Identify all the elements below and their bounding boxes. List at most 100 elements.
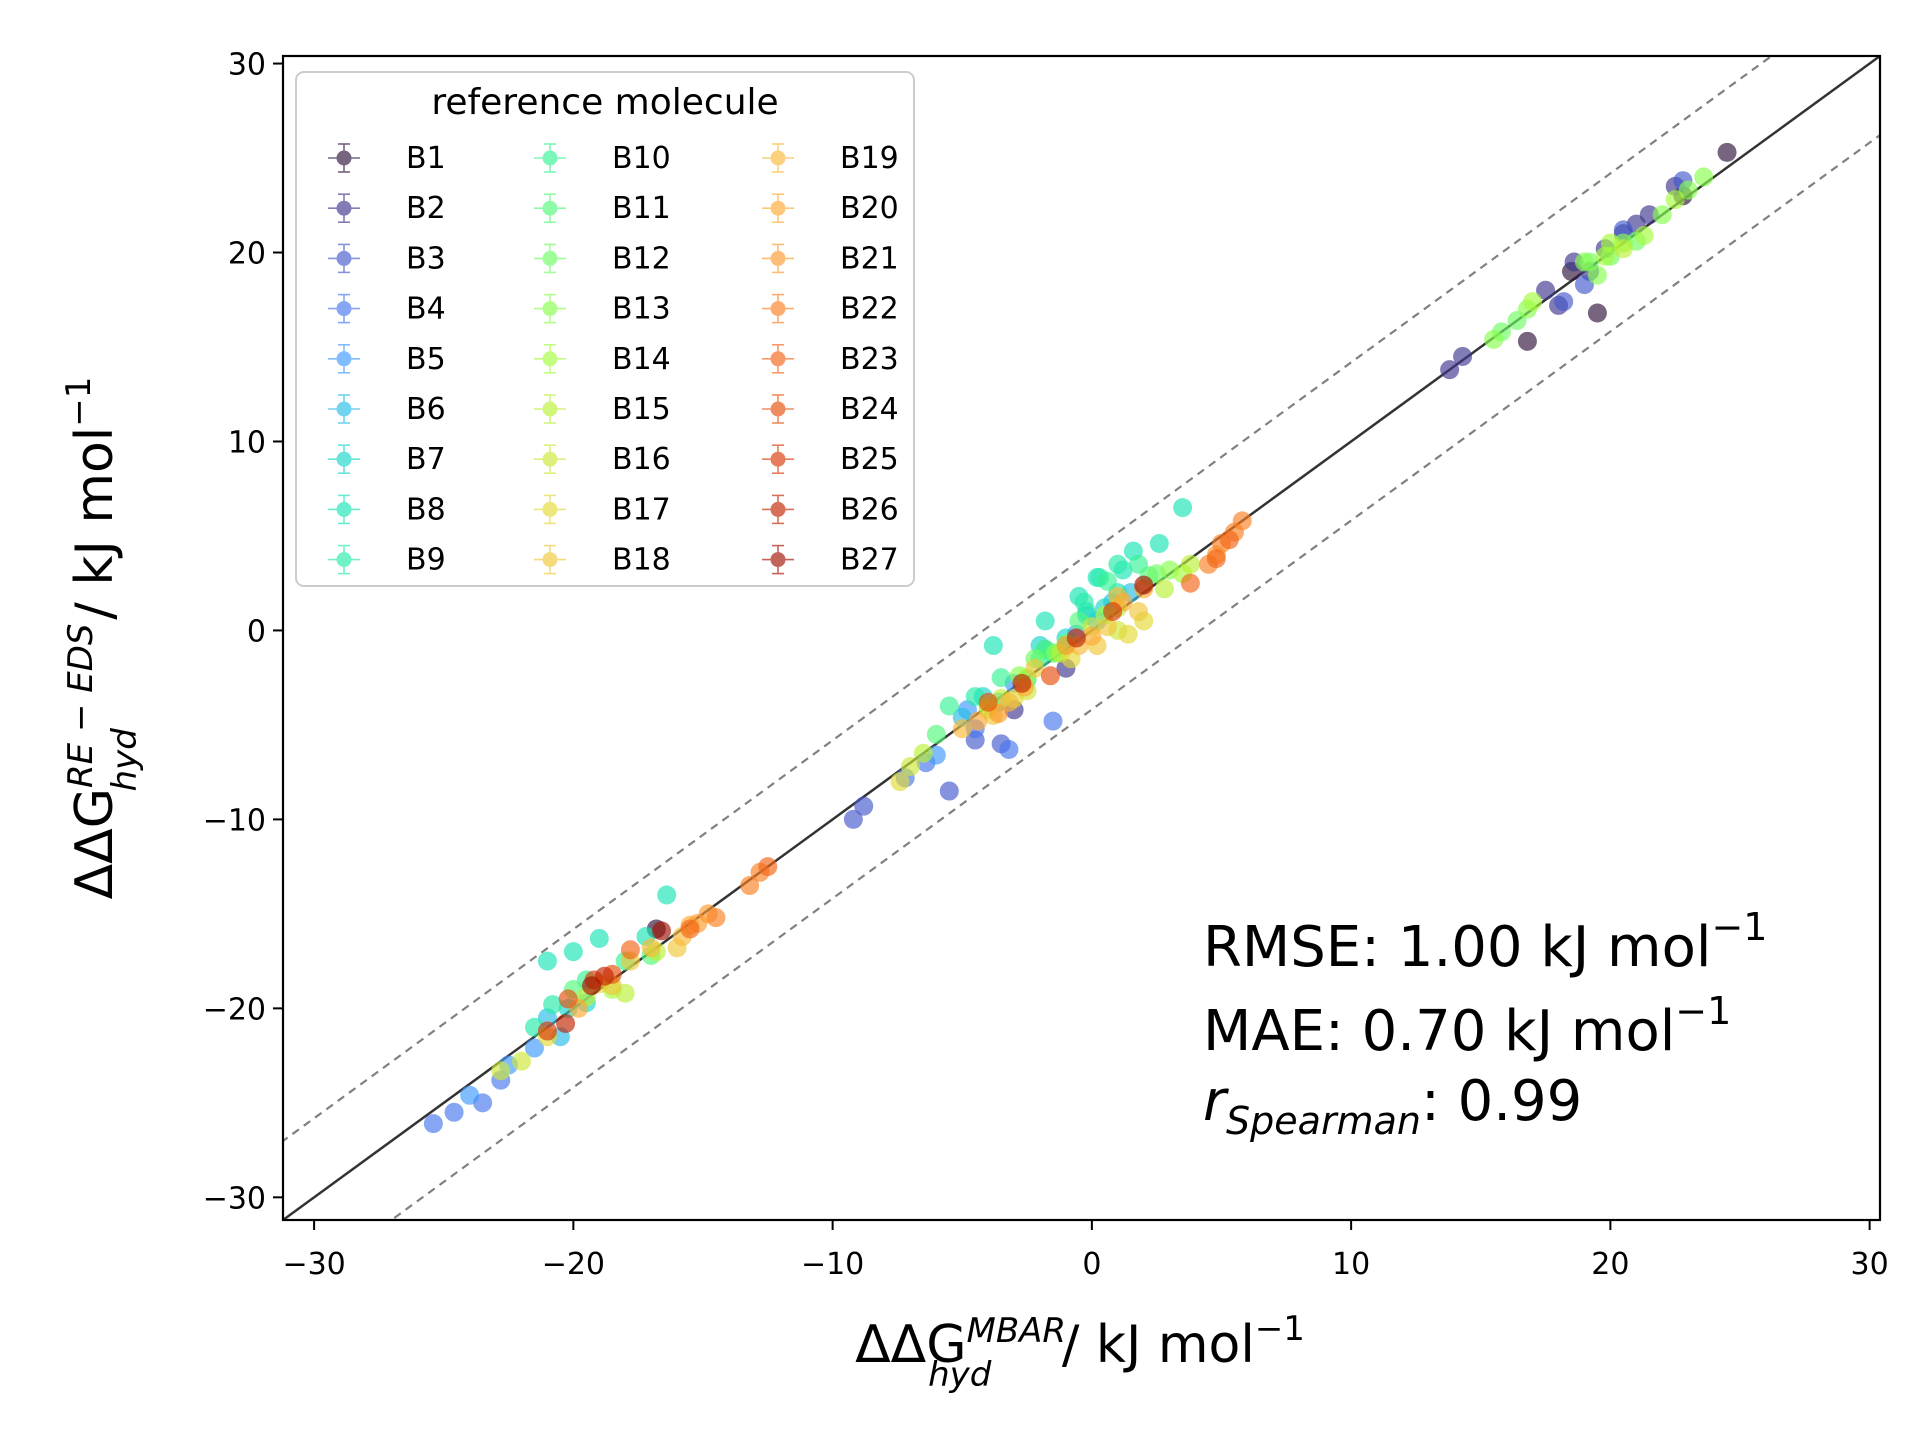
data-point <box>1613 239 1633 259</box>
legend-label: B8 <box>406 492 446 527</box>
marker <box>1097 617 1117 637</box>
legend-item-B15: B15 <box>534 392 671 427</box>
data-point <box>1536 280 1556 300</box>
marker <box>620 940 640 960</box>
marker <box>563 942 583 962</box>
data-point <box>1043 711 1063 731</box>
legend-dot <box>770 451 786 467</box>
marker <box>1652 205 1672 225</box>
legend-label: B22 <box>840 292 899 327</box>
legend-dot <box>542 501 558 517</box>
marker <box>582 976 602 996</box>
marker <box>1173 498 1193 518</box>
legend-marker <box>534 394 566 424</box>
data-point <box>1097 571 1117 591</box>
marker <box>423 1114 443 1134</box>
legend-dot <box>770 150 786 166</box>
legend-dot <box>770 501 786 517</box>
legend-box <box>295 71 915 587</box>
data-point <box>491 1061 511 1081</box>
data-point <box>1232 511 1252 531</box>
marker <box>1717 142 1737 162</box>
legend-marker <box>762 394 794 424</box>
marker <box>983 636 1003 656</box>
marker <box>1219 530 1239 550</box>
data-point <box>939 696 959 716</box>
data-point <box>1440 360 1460 380</box>
legend-dot <box>542 200 558 216</box>
x-tick-label: −30 <box>282 1247 345 1282</box>
legend-label: B11 <box>612 191 671 226</box>
x-axis-label: ΔΔGMBAR hyd / kJ mol−1 <box>855 1309 1305 1395</box>
marker <box>1634 226 1654 246</box>
spearman-text: rSpearman: 0.99 <box>1203 1069 1582 1143</box>
legend-label: B16 <box>612 442 671 477</box>
data-point <box>1694 167 1714 187</box>
data-point <box>1118 624 1138 644</box>
legend-dot <box>542 401 558 417</box>
legend-marker <box>328 293 360 324</box>
legend-item-B4: B4 <box>328 292 446 327</box>
lower-band-line <box>389 133 1880 1220</box>
marker <box>968 711 988 731</box>
marker <box>1149 534 1169 554</box>
x-tick-label: 10 <box>1332 1247 1370 1282</box>
marker <box>524 1038 544 1058</box>
legend-title: reference molecule <box>431 82 778 123</box>
legend-dot <box>770 301 786 317</box>
legend-item-B11: B11 <box>534 191 671 226</box>
marker <box>1694 167 1714 187</box>
legend-dot <box>336 451 352 467</box>
data-point <box>758 857 778 877</box>
legend-dot <box>336 351 352 367</box>
legend-item-B18: B18 <box>534 543 671 578</box>
legend-label: B3 <box>406 241 446 276</box>
legend-label: B12 <box>612 241 671 276</box>
data-point <box>657 885 677 905</box>
legend-item-B13: B13 <box>534 292 671 327</box>
marker <box>556 1013 576 1033</box>
legend-marker <box>328 243 360 274</box>
legend-marker <box>328 544 360 575</box>
legend-label: B18 <box>612 543 671 578</box>
marker <box>854 796 874 816</box>
legend-label: B15 <box>612 392 671 427</box>
data-point <box>1587 303 1607 323</box>
data-point <box>556 1013 576 1033</box>
marker <box>1613 239 1633 259</box>
legend-item-B3: B3 <box>328 241 446 276</box>
legend-marker <box>762 293 794 324</box>
legend-entries: B1 B2 B3 B4 B5 B6 B7 B8 B9 B10 B11 B12 B13 B14 B15 B16 B… <box>328 141 899 578</box>
data-point <box>978 692 998 712</box>
data-point <box>900 756 920 776</box>
marker <box>758 857 778 877</box>
y-tick-label: 10 <box>228 425 266 460</box>
mae-text: MAE: 0.70 kJ mol−1 <box>1203 989 1731 1064</box>
y-tick-label: −20 <box>203 992 266 1027</box>
data-point <box>913 743 933 763</box>
marker <box>1587 265 1607 285</box>
marker <box>1074 592 1094 612</box>
marker <box>558 989 578 1009</box>
series-B23 <box>620 530 1239 960</box>
legend-marker <box>534 193 566 223</box>
legend-marker <box>328 444 360 475</box>
data-point <box>1595 246 1615 266</box>
data-point <box>1173 498 1193 518</box>
data-point <box>1129 602 1149 622</box>
data-points <box>423 142 1737 1134</box>
data-point <box>537 1021 557 1041</box>
marker <box>1595 246 1615 266</box>
legend-item-B24: B24 <box>762 392 899 427</box>
legend-item-B12: B12 <box>534 241 671 276</box>
marker <box>652 921 672 941</box>
marker <box>1043 711 1063 731</box>
legend-marker <box>762 193 794 223</box>
data-point <box>1665 190 1685 210</box>
marker <box>913 743 933 763</box>
data-point <box>1074 592 1094 612</box>
marker <box>1154 579 1174 599</box>
legend-item-B21: B21 <box>762 241 899 276</box>
y-tick-label: 30 <box>228 48 266 83</box>
data-point <box>423 1114 443 1134</box>
